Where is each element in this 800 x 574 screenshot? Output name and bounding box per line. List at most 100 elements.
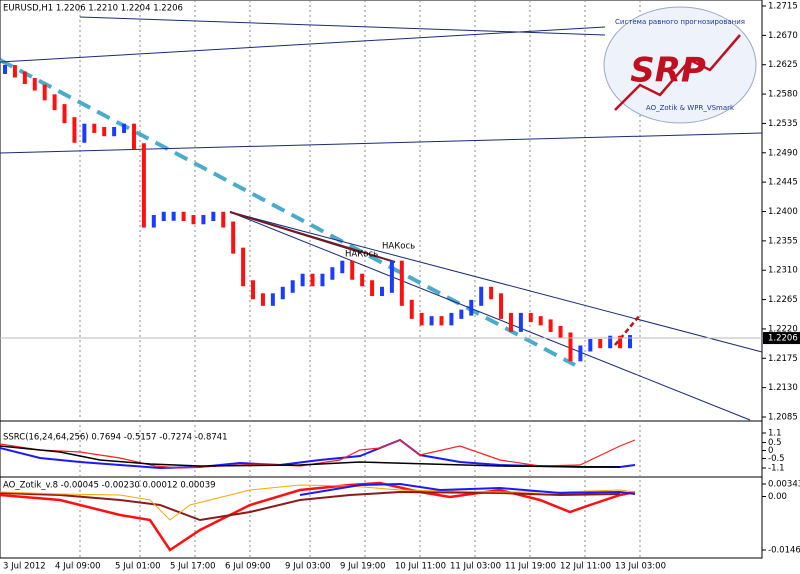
candle [201, 215, 206, 225]
candle [389, 260, 394, 293]
candle [112, 126, 117, 137]
candle [499, 293, 504, 319]
y-tick-label: 1.2085 [768, 413, 798, 423]
y-tick-label: 1.2175 [768, 354, 798, 364]
indicator-line [0, 445, 621, 468]
x-tick-label: 9 Jul 19:00 [340, 562, 386, 572]
candles [3, 64, 632, 362]
y-tick-label: 0.00343 [768, 480, 800, 490]
logo-disc [603, 6, 757, 124]
y-tick-label: 1.2445 [768, 178, 798, 188]
candle [588, 338, 593, 352]
y-tick-label: -0.01468 [768, 546, 800, 556]
candle [181, 211, 186, 222]
candle [578, 345, 583, 362]
candle [449, 312, 454, 326]
x-tick-label: 3 Jul 2012 [3, 562, 46, 572]
forecast-line [614, 314, 641, 346]
candle [211, 211, 216, 222]
y-tick-label: -1.1 [768, 464, 785, 474]
indicator-line [299, 482, 636, 496]
candle [360, 273, 365, 287]
candle [598, 338, 603, 349]
x-tick-label: 11 Jul 03:00 [450, 562, 501, 572]
y-tick-label: 0.5 [768, 438, 782, 448]
candle [489, 286, 494, 300]
candle [191, 215, 196, 225]
y-tick-label: 1.2355 [768, 236, 798, 246]
logo: SRP Система равного прогнозирования AO_Z… [603, 6, 757, 124]
candle [618, 335, 623, 349]
logo-text: AO_Zotik & WPR_VSmark [646, 104, 735, 112]
channel-line [229, 211, 763, 353]
channel-line [229, 211, 751, 421]
candle [469, 299, 474, 316]
candle [628, 335, 632, 349]
candle [379, 286, 384, 297]
candle [280, 286, 285, 300]
y-tick-label: 1.2625 [768, 60, 798, 70]
candle [548, 319, 553, 332]
y-tick-label: 1.2310 [768, 266, 798, 276]
candle [102, 126, 107, 137]
candle [320, 273, 325, 287]
y-tick-label: 1.2130 [768, 383, 798, 393]
y-tick-label: 1.2220 [768, 324, 798, 334]
candle [528, 312, 533, 323]
candle [558, 325, 563, 339]
y-tick-label: 1.2535 [768, 119, 798, 129]
candle [270, 293, 275, 306]
candle [32, 78, 37, 91]
candle [52, 94, 57, 111]
x-tick-label: 5 Jul 17:00 [170, 562, 216, 572]
candle [161, 211, 166, 222]
x-tick-label: 13 Jul 03:00 [615, 562, 666, 572]
indicator-label: AO_Zotik_v.8 -0.00045 -0.00230 0.00012 0… [3, 481, 216, 491]
candle [231, 221, 236, 254]
candle [370, 280, 375, 297]
annotation: НАКось [382, 242, 415, 252]
candle [171, 211, 176, 221]
y-tick-label: 1.2265 [768, 295, 798, 305]
candle [518, 312, 523, 332]
x-tick-label: 12 Jul 11:00 [560, 562, 611, 572]
candle [141, 143, 146, 228]
logo-title: SRP [630, 51, 706, 91]
candle [251, 280, 256, 300]
y-tick-label: 1.2580 [768, 90, 798, 100]
candle [340, 260, 345, 274]
candle [538, 316, 543, 326]
candle [409, 299, 414, 319]
indicator-line [0, 439, 636, 469]
candle [92, 123, 97, 133]
y-tick-label: 1.2400 [768, 207, 798, 217]
x-tick-label: 9 Jul 03:00 [285, 562, 331, 572]
x-tick-label: 6 Jul 09:00 [225, 562, 271, 572]
candle [350, 260, 355, 280]
candle [122, 123, 127, 133]
candle [3, 64, 7, 74]
y-tick-label: 1.2670 [768, 31, 798, 41]
symbol-header: EURUSD,H1 1.2206 1.2210 1.2204 1.2206 [3, 4, 183, 14]
y-tick-label: 0.00 [768, 492, 787, 502]
y-tick-label: 0 [768, 446, 773, 456]
logo-text: Система равного прогнозирования [615, 18, 745, 26]
candle [241, 247, 246, 287]
trend-line [0, 132, 763, 154]
logo-arrow [614, 34, 741, 111]
candle [330, 267, 335, 280]
candle [439, 316, 444, 326]
candle [310, 273, 315, 287]
current-price-box [763, 332, 800, 345]
indicator-label: SSRC(16,24,64,256) 0.7694 -0.5157 -0.727… [3, 433, 228, 443]
candle [608, 335, 613, 349]
candle [131, 123, 136, 150]
trend-line [0, 26, 606, 63]
annotation: НАКось [345, 250, 378, 260]
candle [300, 273, 305, 287]
candle [568, 332, 573, 362]
y-tick-label: 1.1 [768, 429, 782, 439]
current-price-label: 1.2206 [768, 334, 798, 344]
indicator-line [0, 490, 621, 522]
